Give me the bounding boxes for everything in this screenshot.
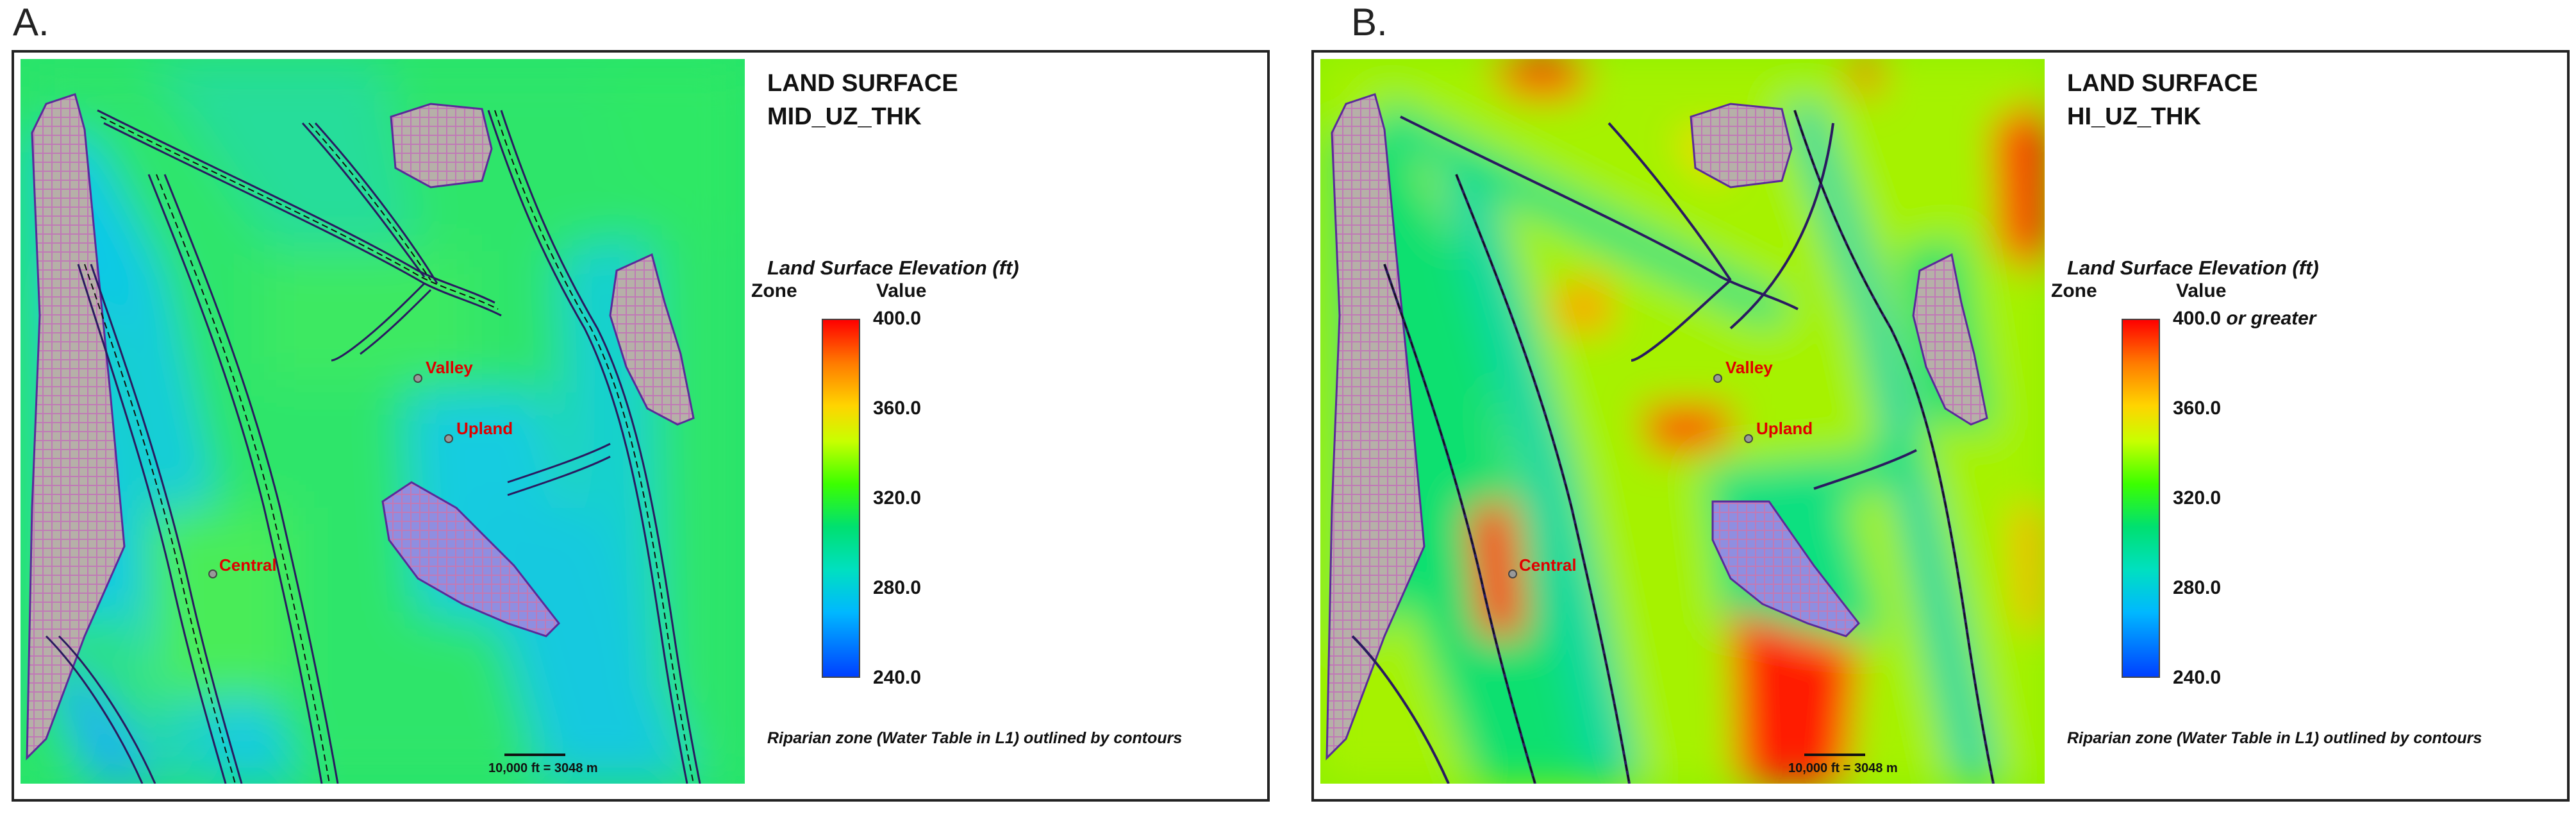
valley-site-marker [1713,374,1722,383]
central-site-label: Central [219,555,277,575]
panel-a-tick-280: 280.0 [873,577,922,598]
scale-bar-label: 10,000 ft = 3048 m [1788,761,1898,775]
panel-b-map: Valley Upland Central 10,000 ft = 3048 m [1320,59,2045,784]
panel-a: Valley Upland Central 10,000 ft = 3048 m… [12,50,1270,802]
central-site-marker [208,569,217,578]
panel-a-map: Valley Upland Central 10,000 ft = 3048 m [21,59,745,784]
panel-a-caption: Riparian zone (Water Table in L1) outlin… [767,729,1183,747]
panel-b-letter: B. [1351,1,1388,44]
panel-a-title: LAND SURFACE MID_UZ_THK [767,67,958,133]
panel-a-tick-320: 320.0 [873,487,922,509]
panel-a-letter: A. [13,1,49,44]
valley-site-marker [413,374,422,383]
panel-b-title: LAND SURFACE HI_UZ_THK [2067,67,2258,133]
panel-a-tick-400: 400.0 [873,308,922,329]
panel-a-title-line1: LAND SURFACE [767,70,958,97]
panel-b-title-line1: LAND SURFACE [2067,70,2258,97]
valley-site-label: Valley [1725,358,1773,377]
panel-b-tick-280: 280.0 [2173,577,2222,598]
panel-b-legend-title: Land Surface Elevation (ft) [2067,257,2319,279]
panel-b-colorbar [2122,319,2160,678]
central-site-marker [1508,569,1517,578]
upland-site-label: Upland [456,419,513,438]
central-site-label: Central [1519,555,1577,575]
panel-b-zone-label: Zone [2051,280,2097,301]
panel-b-caption: Riparian zone (Water Table in L1) outlin… [2067,729,2482,747]
panel-a-tick-240: 240.0 [873,667,922,688]
panel-b-value-label: Value [2176,280,2227,301]
panel-b-tick-320: 320.0 [2173,487,2222,509]
panel-b-tick-360: 360.0 [2173,398,2222,419]
panel-b-title-line2: HI_UZ_THK [2067,103,2202,130]
panel-b-map-svg: Valley Upland Central 10,000 ft = 3048 m [1320,59,2045,784]
panel-b-tick-240: 240.0 [2173,667,2222,688]
panel-a-tick-360: 360.0 [873,398,922,419]
panel-a-value-label: Value [876,280,927,301]
upland-site-marker [444,434,453,443]
panel-a-legend-title: Land Surface Elevation (ft) [767,257,1019,279]
panel-a-map-svg: Valley Upland Central 10,000 ft = 3048 m [21,59,745,784]
panel-a-title-line2: MID_UZ_THK [767,103,922,130]
panel-b-tick-400-suffix: or greater [2226,308,2316,329]
upland-site-label: Upland [1756,419,1813,438]
valley-site-label: Valley [426,358,473,377]
panel-b-tick-400: 400.0 or greater [2173,308,2316,330]
panel-a-colorbar [822,319,860,678]
scale-bar-label: 10,000 ft = 3048 m [488,761,598,775]
panel-a-zone-label: Zone [751,280,797,301]
panel-b-tick-400-value: 400.0 [2173,308,2222,329]
upland-site-marker [1744,434,1753,443]
panel-b: Valley Upland Central 10,000 ft = 3048 m… [1311,50,2570,802]
